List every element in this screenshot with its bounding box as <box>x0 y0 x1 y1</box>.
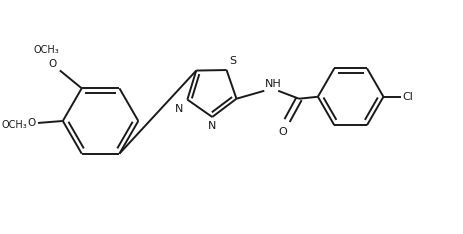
Text: OCH₃: OCH₃ <box>1 120 27 130</box>
Text: OCH₃: OCH₃ <box>33 44 59 55</box>
Text: O: O <box>28 118 36 128</box>
Text: S: S <box>229 56 236 66</box>
Text: N: N <box>175 104 183 113</box>
Text: O: O <box>49 59 57 69</box>
Text: NH: NH <box>265 79 282 89</box>
Text: Cl: Cl <box>401 92 412 102</box>
Text: O: O <box>278 127 287 136</box>
Text: N: N <box>207 121 216 131</box>
